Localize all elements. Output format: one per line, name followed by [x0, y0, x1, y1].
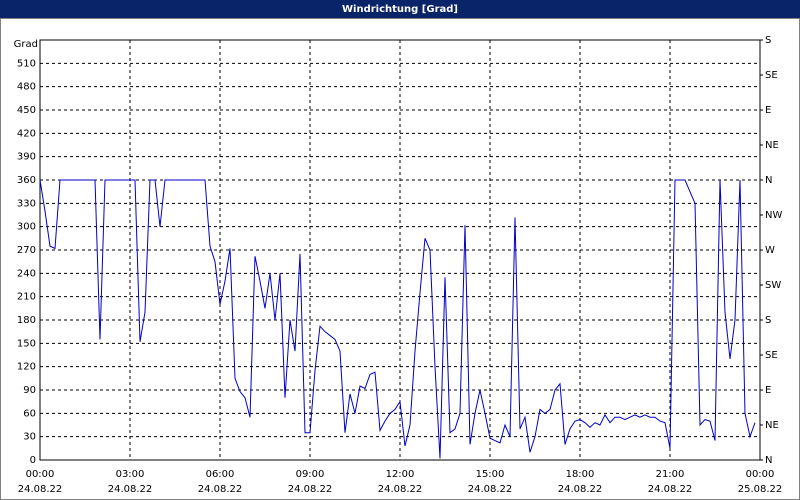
- data-line: [39, 179, 756, 459]
- x-tick-date: 24.08.22: [288, 484, 333, 495]
- y-tick-label: 420: [17, 128, 36, 139]
- y-tick-label: 300: [17, 222, 36, 233]
- x-tick-date: 25.08.22: [738, 484, 783, 495]
- y-tick-label: 270: [17, 245, 36, 256]
- y2-tick-label: W: [765, 245, 775, 256]
- y2-tick-label: N: [765, 455, 772, 466]
- y2-tick-label: SE: [765, 70, 778, 81]
- y-tick-label: 180: [17, 315, 36, 326]
- y2-tick-label: NE: [765, 140, 779, 151]
- y-tick-label: 0: [30, 455, 36, 466]
- title-bar: [0, 0, 800, 18]
- x-tick-date: 24.08.22: [198, 484, 243, 495]
- x-tick-label: 03:00: [116, 469, 145, 480]
- x-tick-label: 09:00: [296, 469, 325, 480]
- x-tick-label: 00:00: [26, 469, 55, 480]
- x-tick-date: 24.08.22: [18, 484, 63, 495]
- y-tick-label: 360: [17, 175, 36, 186]
- x-tick-date: 24.08.22: [648, 484, 693, 495]
- y-tick-label: 120: [17, 362, 36, 373]
- y-tick-label: 150: [17, 338, 36, 349]
- y-tick-label: 210: [17, 292, 36, 303]
- x-tick-label: 15:00: [476, 469, 505, 480]
- x-tick-date: 24.08.22: [468, 484, 513, 495]
- y-tick-label: 510: [17, 58, 36, 69]
- chart-title: Windrichtung [Grad]: [342, 4, 458, 15]
- y2-tick-label: SE: [765, 350, 778, 361]
- x-tick-label: 18:00: [566, 469, 595, 480]
- y-tick-label: 60: [23, 408, 36, 419]
- y2-tick-label: E: [765, 385, 771, 396]
- y2-tick-label: SW: [765, 280, 781, 291]
- x-tick-label: 12:00: [386, 469, 415, 480]
- y-axis-label: Grad: [14, 39, 38, 50]
- x-tick-label: 21:00: [656, 469, 685, 480]
- x-tick-label: 06:00: [206, 469, 235, 480]
- y-tick-label: 90: [23, 385, 36, 396]
- y-tick-label: 240: [17, 268, 36, 279]
- y2-tick-label: S: [765, 35, 771, 46]
- y2-tick-label: E: [765, 105, 771, 116]
- y2-tick-label: S: [765, 315, 771, 326]
- y-tick-label: 450: [17, 105, 36, 116]
- x-tick-date: 24.08.22: [558, 484, 603, 495]
- y-tick-label: 480: [17, 82, 36, 93]
- plot-border: [39, 39, 761, 461]
- x-tick-label: 00:00: [746, 469, 775, 480]
- y-tick-label: 330: [17, 198, 36, 209]
- x-tick-date: 24.08.22: [378, 484, 423, 495]
- y2-tick-label: NW: [765, 210, 782, 221]
- x-tick-date: 24.08.22: [108, 484, 153, 495]
- y-tick-label: 30: [23, 432, 36, 443]
- y2-tick-label: N: [765, 175, 772, 186]
- y-tick-label: 390: [17, 152, 36, 163]
- y2-tick-label: NE: [765, 420, 779, 431]
